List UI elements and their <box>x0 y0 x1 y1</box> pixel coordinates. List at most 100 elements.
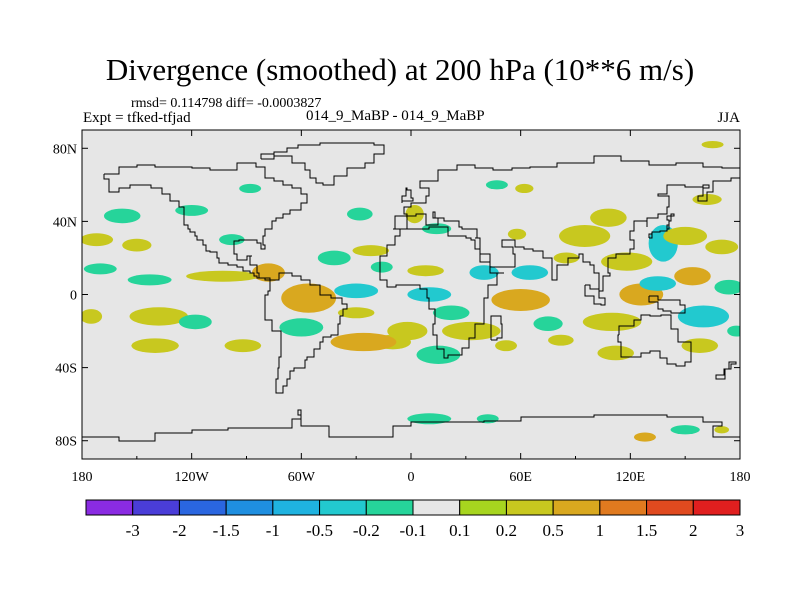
convergence-patch <box>432 305 470 321</box>
convergence-patch <box>178 314 212 330</box>
divergence-patch <box>82 233 114 247</box>
divergence-patch <box>597 345 634 361</box>
convergence-patch <box>485 180 508 190</box>
coastline-layer <box>82 142 740 442</box>
colorbar-label: -0.5 <box>306 521 333 540</box>
convergence-patch <box>127 274 172 286</box>
colorbar-box <box>599 499 648 516</box>
divergence-patch <box>122 238 152 252</box>
x-tick-label: 180 <box>730 470 751 485</box>
y-axis: 80N 40N 0 40S 80S <box>53 142 740 450</box>
convergence-patch <box>175 204 209 216</box>
colorbar-label: -1.5 <box>213 521 240 540</box>
divergence-patch <box>701 140 724 149</box>
colorbar-box <box>459 499 507 516</box>
convergence-patch <box>511 265 549 280</box>
convergence-patch <box>677 305 730 328</box>
divergence-patch <box>129 307 189 326</box>
x-tick-label: 60W <box>288 470 316 485</box>
convergence-patch <box>407 287 452 302</box>
colorbar-box <box>692 499 741 516</box>
convergence-patch <box>407 413 452 425</box>
colorbar-box <box>225 499 274 516</box>
divergence-patch <box>330 332 397 352</box>
convergence-patch <box>103 208 141 224</box>
coastline <box>82 409 740 442</box>
convergence-patch <box>219 234 245 246</box>
coastline <box>584 284 606 306</box>
convergence-patch <box>83 263 117 275</box>
convergence-patch <box>279 318 324 337</box>
convergence-patch <box>727 325 740 337</box>
convergence-patch <box>334 283 379 299</box>
divergence-patch <box>681 338 719 353</box>
colorbar-box <box>646 499 694 516</box>
divergence-patch <box>352 245 390 257</box>
divergence-patch <box>601 252 653 271</box>
convergence-patch <box>370 261 393 273</box>
y-tick-label: 80S <box>55 435 77 450</box>
divergence-patch <box>582 312 642 332</box>
y-tick-label: 0 <box>70 289 77 304</box>
divergence-patch <box>590 208 627 227</box>
colorbar-label: 2 <box>689 521 698 540</box>
coastline <box>475 174 740 292</box>
divergence-patch <box>224 339 262 353</box>
convergence-patch <box>416 345 461 364</box>
y-tick-label: 80N <box>53 142 77 157</box>
coastline <box>103 162 308 281</box>
colorbar-box <box>85 499 134 516</box>
divergence-patch <box>495 340 518 352</box>
colorbar-label: 0.2 <box>496 521 517 540</box>
coastline <box>490 315 503 341</box>
chart-title: Divergence (smoothed) at 200 hPa (10**6 … <box>105 52 695 87</box>
convergence-patch <box>469 265 499 280</box>
colorbar-label: 1.5 <box>636 521 657 540</box>
case-label: 014_9_MaBP - 014_9_MaBP <box>306 108 485 124</box>
colorbar: -3 -2 -1.5 -1 -0.5 -0.2 -0.1 0.1 0.2 0.5 1 1.5 2 3 <box>85 499 745 540</box>
coastline <box>617 314 692 367</box>
colorbar-box <box>412 499 461 516</box>
colorbar-label: 0.1 <box>449 521 470 540</box>
colorbar-box <box>132 499 180 516</box>
colorbar-label: 1 <box>596 521 605 540</box>
divergence-patch <box>633 432 656 442</box>
y-tick-label: 40S <box>55 362 77 377</box>
convergence-patch <box>670 425 700 435</box>
divergence-patch <box>491 289 550 311</box>
coastline <box>393 211 478 239</box>
colorbar-box <box>505 499 554 516</box>
divergence-patch <box>131 338 179 353</box>
colorbar-label: -3 <box>126 521 140 540</box>
divergence-patch <box>674 267 711 286</box>
colorbar-box <box>319 499 367 516</box>
convergence-patch <box>347 207 373 221</box>
convergence-patch <box>421 223 452 235</box>
coastline <box>260 142 385 186</box>
coastline <box>401 187 414 203</box>
divergence-patch <box>405 204 424 224</box>
divergence-patch <box>186 270 260 282</box>
divergence-patch <box>251 263 285 282</box>
convergence-patch <box>639 276 677 291</box>
coastline <box>379 226 504 359</box>
divergence-patch <box>507 228 527 240</box>
divergence-patch <box>337 307 375 319</box>
x-tick-label: 60E <box>509 470 532 485</box>
x-tick-label: 120W <box>175 470 210 485</box>
colorbar-label: -2 <box>172 521 186 540</box>
colorbar-box <box>552 499 601 516</box>
convergence-patch <box>533 316 563 332</box>
y-tick-label: 40N <box>53 215 77 230</box>
coastline <box>648 295 686 314</box>
x-tick-label: 120E <box>616 470 646 485</box>
convergence-patch <box>239 183 262 194</box>
rmsd-diff-stats: rmsd= 0.114798 diff= -0.0003827 <box>131 96 322 111</box>
colorbar-box <box>365 499 414 516</box>
colorbar-label: 0.5 <box>543 521 564 540</box>
divergence-patch <box>548 334 574 346</box>
divergence-patch <box>281 283 337 313</box>
colorbar-label: 3 <box>736 521 745 540</box>
coastline <box>715 361 737 380</box>
